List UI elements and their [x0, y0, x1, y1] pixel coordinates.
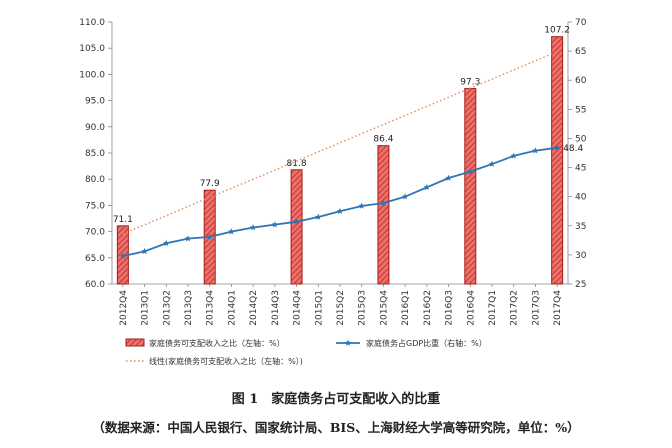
legend-bar-label: 家庭债务可支配收入之比（左轴：%）: [149, 338, 285, 348]
right-axis-tick-label: 70: [575, 18, 587, 28]
legend-line-marker: [344, 339, 352, 346]
right-axis-tick-label: 55: [575, 105, 586, 115]
gdp-ratio-point: [553, 144, 561, 151]
right-axis-tick-label: 40: [575, 193, 587, 203]
gdp-ratio-point: [423, 183, 431, 191]
bar-data-label: 107.2: [544, 26, 570, 36]
legend-bar-swatch: [125, 338, 145, 347]
right-axis-tick-label: 25: [575, 280, 586, 290]
bar: [464, 88, 477, 285]
left-axis-tick-label: 105.0: [79, 44, 105, 54]
x-axis-tick-label: 2013Q4: [206, 290, 216, 326]
x-axis-tick-label: 2015Q1: [314, 290, 324, 326]
x-axis-tick-label: 2015Q3: [358, 290, 368, 326]
x-axis-tick-label: 2017Q3: [531, 290, 541, 326]
figure-source: （数据来源：中国人民银行、国家统计局、BIS、上海财经大学高等研究院，单位：%）: [92, 420, 580, 435]
left-axis-tick-label: 110.0: [79, 18, 105, 28]
gdp-ratio-point: [488, 160, 496, 167]
bar-data-label: 86.4: [373, 135, 393, 145]
left-axis-tick-label: 85.0: [85, 149, 105, 159]
gdp-ratio-point: [380, 199, 387, 206]
gdp-ratio-point: [271, 221, 279, 228]
left-axis-tick-label: 70.0: [85, 228, 105, 238]
x-axis-tick-label: 2014Q2: [249, 290, 259, 326]
x-axis-tick-label: 2017Q4: [553, 290, 563, 326]
left-axis-tick-label: 90.0: [85, 123, 105, 133]
x-axis-tick-label: 2012Q4: [119, 290, 129, 326]
gdp-ratio-point: [206, 233, 213, 240]
gdp-ratio-point: [228, 228, 235, 235]
gdp-ratio-point: [249, 224, 257, 231]
left-axis-tick-label: 65.0: [85, 254, 105, 264]
right-axis-tick-label: 65: [575, 47, 586, 57]
x-axis-tick-label: 2015Q2: [336, 290, 346, 326]
x-axis-tick-label: 2016Q1: [401, 290, 411, 326]
right-axis-tick-label: 30: [575, 251, 587, 261]
gdp-ratio-point: [184, 235, 192, 242]
gdp-ratio-point: [510, 152, 517, 159]
bar-data-label: 77.9: [200, 179, 220, 189]
gdp-ratio-point: [467, 168, 474, 175]
x-axis-tick-label: 2013Q1: [141, 290, 151, 326]
gdp-ratio-end-label: 48.4: [563, 144, 583, 154]
x-axis-tick-label: 2016Q3: [445, 290, 455, 326]
legend-trendline-label: 线性(家庭债务可支配收入之比（左轴：%）): [149, 356, 303, 366]
x-axis-tick-label: 2014Q1: [227, 290, 237, 326]
right-axis-tick-label: 50: [575, 134, 587, 144]
gdp-ratio-point: [163, 239, 170, 246]
bar-data-label: 71.1: [113, 215, 133, 225]
bar: [290, 169, 303, 285]
right-axis-tick-label: 35: [575, 222, 586, 232]
x-axis-tick-label: 2017Q2: [510, 290, 520, 326]
x-axis-tick-label: 2013Q3: [184, 290, 194, 326]
left-axis-tick-label: 80.0: [85, 175, 105, 185]
gdp-ratio-point: [315, 213, 322, 220]
x-axis-tick-label: 2014Q3: [271, 290, 281, 326]
gdp-ratio-point: [293, 218, 300, 225]
bar: [377, 145, 390, 285]
right-axis-tick-label: 45: [575, 164, 586, 174]
x-axis-tick-label: 2016Q2: [423, 290, 433, 326]
x-axis-tick-label: 2016Q4: [466, 290, 476, 326]
gdp-ratio-point: [358, 202, 365, 209]
x-axis-tick-label: 2015Q4: [379, 290, 389, 326]
gdp-ratio-point: [141, 248, 148, 255]
x-axis-tick-label: 2014Q4: [293, 290, 303, 326]
gdp-ratio-point: [119, 252, 127, 259]
legend: 家庭债务可支配收入之比（左轴：%） 家庭债务占GDP比重（右轴：%） 线性(家庭债务…: [125, 338, 487, 366]
right-axis-tick-label: 60: [575, 76, 587, 86]
trendline: [122, 51, 558, 235]
left-axis-tick-label: 100.0: [79, 70, 105, 80]
bar-data-label: 81.8: [287, 159, 307, 169]
bar: [551, 36, 564, 285]
left-axis-tick-label: 75.0: [85, 201, 105, 211]
left-axis-tick-label: 60.0: [85, 280, 105, 290]
gdp-ratio-point: [401, 193, 409, 200]
x-axis-tick-label: 2013Q2: [162, 290, 172, 326]
gdp-ratio-point: [336, 207, 344, 214]
bar-data-label: 97.3: [460, 78, 480, 88]
x-axis-tick-label: 2017Q1: [488, 290, 498, 326]
left-axis-tick-label: 95.0: [85, 97, 105, 107]
gdp-ratio-point: [445, 174, 452, 181]
legend-line-label: 家庭债务占GDP比重（右轴：%）: [366, 338, 487, 348]
gdp-ratio-point: [532, 147, 539, 154]
figure-title: 图 1 家庭债务占可支配收入的比重: [231, 392, 441, 407]
